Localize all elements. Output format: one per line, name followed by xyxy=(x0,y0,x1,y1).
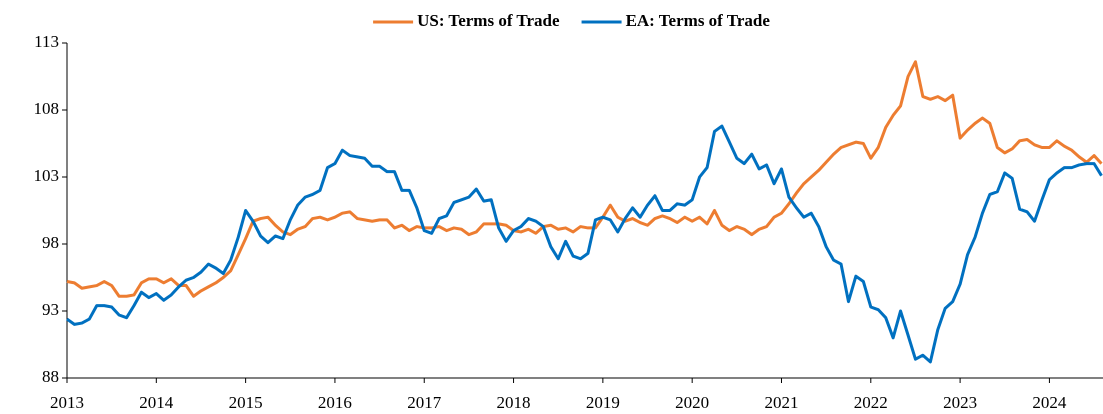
legend-label: US: Terms of Trade xyxy=(417,11,560,30)
x-tick-label: 2022 xyxy=(854,393,888,412)
series-line xyxy=(66,124,1103,364)
x-tick-label: 2024 xyxy=(1032,393,1067,412)
series-line xyxy=(66,60,1103,298)
legend: US: Terms of Trade EA: Terms of Trade xyxy=(373,11,770,30)
y-tick-label: 108 xyxy=(34,99,60,118)
y-tick-label: 113 xyxy=(34,32,59,51)
x-tick-label: 2015 xyxy=(229,393,263,412)
x-tick-label: 2023 xyxy=(943,393,977,412)
x-tick-label: 2019 xyxy=(586,393,620,412)
x-tick-label: 2018 xyxy=(497,393,531,412)
x-tick-label: 2020 xyxy=(675,393,709,412)
y-tick-label: 88 xyxy=(42,367,59,386)
x-tick-label: 2014 xyxy=(139,393,174,412)
x-tick-label: 2017 xyxy=(407,393,442,412)
x-tick-label: 2021 xyxy=(764,393,798,412)
legend-label: EA: Terms of Trade xyxy=(626,11,771,30)
y-tick-label: 103 xyxy=(34,166,60,185)
x-tick-label: 2013 xyxy=(50,393,84,412)
y-tick-label: 93 xyxy=(42,300,59,319)
y-tick-label: 98 xyxy=(42,233,59,252)
x-tick-label: 2016 xyxy=(318,393,352,412)
